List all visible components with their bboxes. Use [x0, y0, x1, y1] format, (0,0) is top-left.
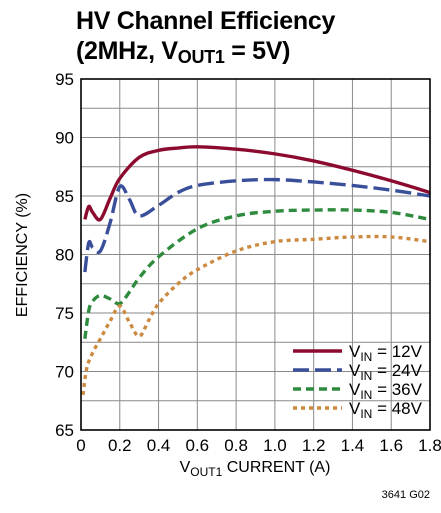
- y-tick-label: 95: [55, 70, 74, 89]
- figure-code: 3641 G02: [381, 489, 430, 501]
- x-tick-label: 0.6: [186, 436, 210, 455]
- y-tick-label: 75: [55, 304, 74, 323]
- x-tick-labels: 0 0.2 0.4 0.6 0.8 1.0 1.2 1.4 1.6 1.8: [76, 436, 441, 455]
- y-tick-label: 85: [55, 187, 74, 206]
- series-line-4: [81, 234, 431, 396]
- x-tick-label: 0: [76, 436, 85, 455]
- title-line-1: HV Channel Efficiency: [76, 7, 336, 35]
- x-axis-label-main: V: [180, 459, 191, 476]
- series-line-2: [83, 177, 431, 273]
- x-tick-label: 1.8: [418, 436, 441, 455]
- legend-label-3: VIN = 36V: [349, 380, 423, 402]
- x-axis-label: VOUT1 CURRENT (A): [180, 459, 331, 479]
- series-line-3: [83, 208, 431, 339]
- y-tick-label: 65: [55, 421, 74, 440]
- y-tick-label: 70: [55, 363, 74, 382]
- chart-title: HV Channel Efficiency (2MHz, VOUT1 = 5V): [76, 6, 335, 72]
- series-lines: [81, 145, 431, 396]
- y-tick-labels: 65 70 75 80 85 90 95: [55, 70, 74, 440]
- title-line-2-post: = 5V): [224, 37, 291, 65]
- x-tick-label: 0.4: [147, 436, 171, 455]
- legend-label-4: VIN = 48V: [349, 399, 423, 421]
- y-axis-label: EFFICIENCY (%): [14, 193, 31, 317]
- x-tick-label: 1.6: [379, 436, 403, 455]
- title-line-2-sub: OUT1: [177, 47, 225, 67]
- series-line-1: [83, 145, 431, 222]
- x-axis-label-rest: CURRENT (A): [222, 459, 330, 476]
- legend-label-1: VIN = 12V: [349, 342, 423, 364]
- title-line-2: (2MHz, VOUT1 = 5V): [76, 36, 335, 72]
- y-tick-label: 80: [55, 246, 74, 265]
- x-tick-label: 0.8: [224, 436, 248, 455]
- x-tick-label: 0.2: [108, 436, 132, 455]
- x-tick-label: 1.2: [302, 436, 326, 455]
- x-tick-label: 1.4: [341, 436, 365, 455]
- x-axis-label-sub: OUT1: [190, 465, 222, 479]
- x-tick-label: 1.0: [263, 436, 287, 455]
- plot-frame: [80, 78, 431, 431]
- y-tick-label: 90: [55, 129, 74, 148]
- title-line-2-pre: (2MHz, V: [76, 37, 178, 65]
- legend-label-2: VIN = 24V: [349, 361, 423, 383]
